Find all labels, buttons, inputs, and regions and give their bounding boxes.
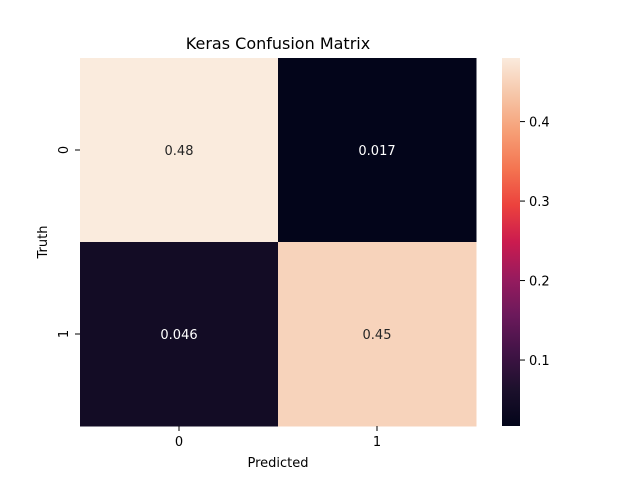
heatmap-cell-0-1 <box>278 58 477 243</box>
y-axis-label: Truth <box>36 226 51 260</box>
x-axis-label: Predicted <box>247 456 308 471</box>
x-tick-label: 1 <box>373 435 381 450</box>
colorbar-ticks: 0.1 0.2 0.3 0.4 <box>520 116 550 369</box>
heatmap-cell-0-0 <box>80 58 279 243</box>
cell-value-label-1-1: 0.45 <box>363 328 392 343</box>
cell-value-label-1-0: 0.046 <box>160 328 197 343</box>
y-axis-ticks: 01 <box>57 146 80 338</box>
cell-value-label-0-1: 0.017 <box>358 144 395 159</box>
y-tick-label: 1 <box>57 330 72 338</box>
colorbar-tick-label: 0.4 <box>529 116 550 131</box>
colorbar-tick-label: 0.3 <box>529 195 550 210</box>
y-tick-label: 0 <box>57 146 72 154</box>
colorbar-tick-label: 0.2 <box>529 275 550 290</box>
heatmap-cell-1-1 <box>278 242 477 427</box>
heatmap-cells <box>80 58 477 427</box>
colorbar: 0.1 0.2 0.3 0.4 <box>502 58 550 426</box>
colorbar-gradient <box>502 58 520 426</box>
heatmap-cell-1-0 <box>80 242 279 427</box>
cell-value-label-0-0: 0.48 <box>165 144 194 159</box>
heatmap-cell-labels: 0.48 0.017 0.046 0.45 <box>160 144 395 343</box>
chart-title: Keras Confusion Matrix <box>186 34 370 53</box>
x-tick-label: 0 <box>175 435 183 450</box>
colorbar-tick-label: 0.1 <box>529 354 550 369</box>
